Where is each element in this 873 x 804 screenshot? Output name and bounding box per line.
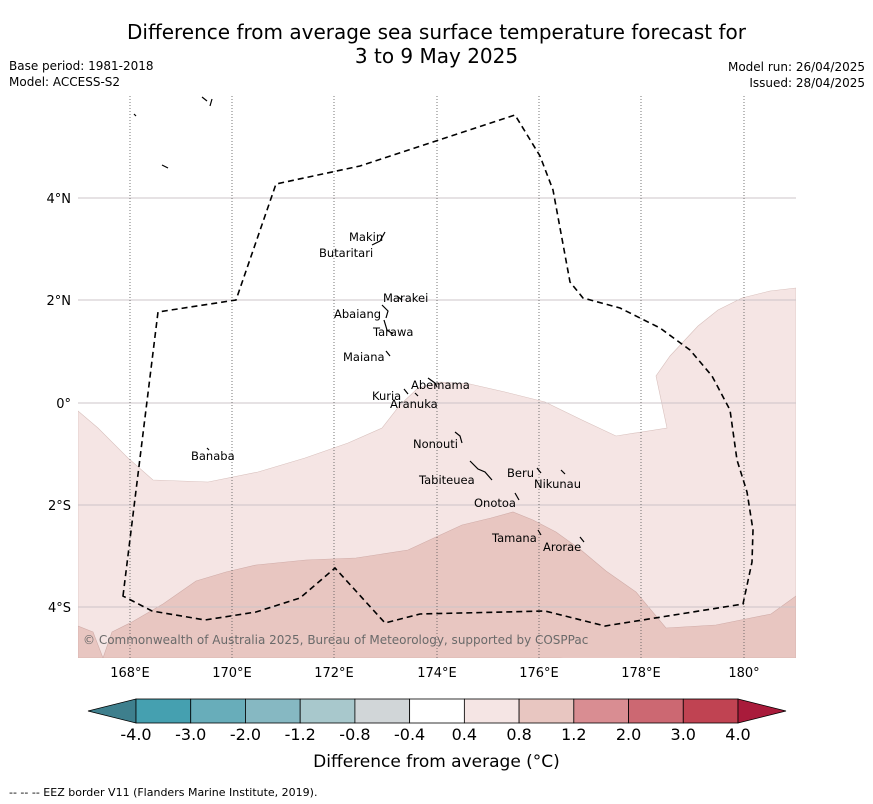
colorbar-segment [354,698,411,724]
island-label-makin: Makin [349,230,383,244]
lat-label-4n: 4°N [47,192,72,207]
island-label-tamana: Tamana [491,531,537,545]
lon-label-176e: 176°E [519,666,559,681]
island-label-butaritari: Butaritari [319,246,373,260]
island-label-abemama: Abemama [411,378,470,392]
colorbar-tick-label: -3.0 [175,725,206,744]
island-label-banaba: Banaba [191,449,235,463]
island-label-abaiang: Abaiang [334,307,381,321]
island-label-tarawa: Tarawa [372,325,413,339]
copyright-text: © Commonwealth of Australia 2025, Bureau… [83,633,588,647]
lat-label-2s: 2°S [48,499,71,514]
colorbar-tick-label: -0.8 [339,725,370,744]
issued-text: Issued: 28/04/2025 [749,76,865,90]
colorbar-segment [682,698,739,724]
lon-label-170e: 170°E [212,666,252,681]
lon-label-168e: 168°E [110,666,150,681]
island-label-tabiteuea: Tabiteuea [418,473,475,487]
colorbar-segment [409,698,465,724]
island-label-nikunau: Nikunau [534,477,581,491]
model-text: Model: ACCESS-S2 [9,75,121,89]
longitude-labels: 168°E 170°E 172°E 174°E 176°E 178°E 180° [110,666,759,681]
island-label-marakei: Marakei [383,291,428,305]
island-label-onotoa: Onotoa [474,496,516,510]
island-label-beru: Beru [507,466,534,480]
island-coastlines [133,96,585,543]
colorbar-tick-label: -2.0 [230,725,261,744]
colorbar-segment [628,698,684,724]
colorbar-segment [518,698,575,724]
colorbar: -4.0 -3.0 -2.0 -1.2 -0.8 -0.4 0.4 0.8 1.2 2.0 3.0 4… [87,698,787,744]
colorbar-label: Difference from average (°C) [313,752,560,772]
island-label-kuria: Kuria [372,389,401,403]
colorbar-segment [190,698,246,724]
colorbar-segment [245,698,301,724]
lon-label-172e: 172°E [314,666,354,681]
title-line-1: Difference from average sea surface temp… [126,20,746,44]
colorbar-tick-label: 3.0 [671,725,696,744]
lat-label-0: 0° [56,397,71,412]
anomaly-region-1.2-2.0 [560,640,680,658]
lon-label-180: 180° [728,666,759,681]
colorbar-tick-label: 0.8 [506,725,531,744]
title-line-2: 3 to 9 May 2025 [354,44,519,68]
eez-border [122,114,754,627]
lat-label-2n: 2°N [47,294,72,309]
colorbar-segment [135,698,192,724]
base-period-text: Base period: 1981-2018 [9,59,154,73]
colorbar-tick-label: 0.4 [452,725,477,744]
island-label-maiana: Maiana [343,350,385,364]
eez-footnote: -- -- -- EEZ border V11 (Flanders Marine… [9,786,318,799]
colorbar-tick-label: -4.0 [120,725,151,744]
colorbar-extend-low [87,698,137,724]
model-run-text: Model run: 26/04/2025 [727,60,865,74]
map-title: Difference from average sea surface temp… [0,20,873,68]
colorbar-segment [573,698,629,724]
colorbar-segment [299,698,356,724]
lon-label-174e: 174°E [417,666,457,681]
latitude-labels: 4°N 2°N 0° 2°S 4°S [47,192,72,616]
lon-label-178e: 178°E [621,666,661,681]
island-labels: Makin Butaritari Marakei Abaiang Tarawa … [191,230,581,554]
colorbar-tick-label: 2.0 [616,725,641,744]
island-label-aranuka: Aranuka [390,397,438,411]
colorbar-tick-label: -0.4 [394,725,425,744]
colorbar-segment [463,698,520,724]
lat-label-4s: 4°S [48,601,71,616]
island-label-nonouti: Nonouti [413,437,458,451]
colorbar-tick-label: 4.0 [725,725,750,744]
colorbar-tick-label: 1.2 [561,725,586,744]
colorbar-extend-high [737,698,787,724]
island-label-arorae: Arorae [543,540,581,554]
longitude-gridlines [129,96,745,658]
colorbar-tick-label: -1.2 [285,725,316,744]
